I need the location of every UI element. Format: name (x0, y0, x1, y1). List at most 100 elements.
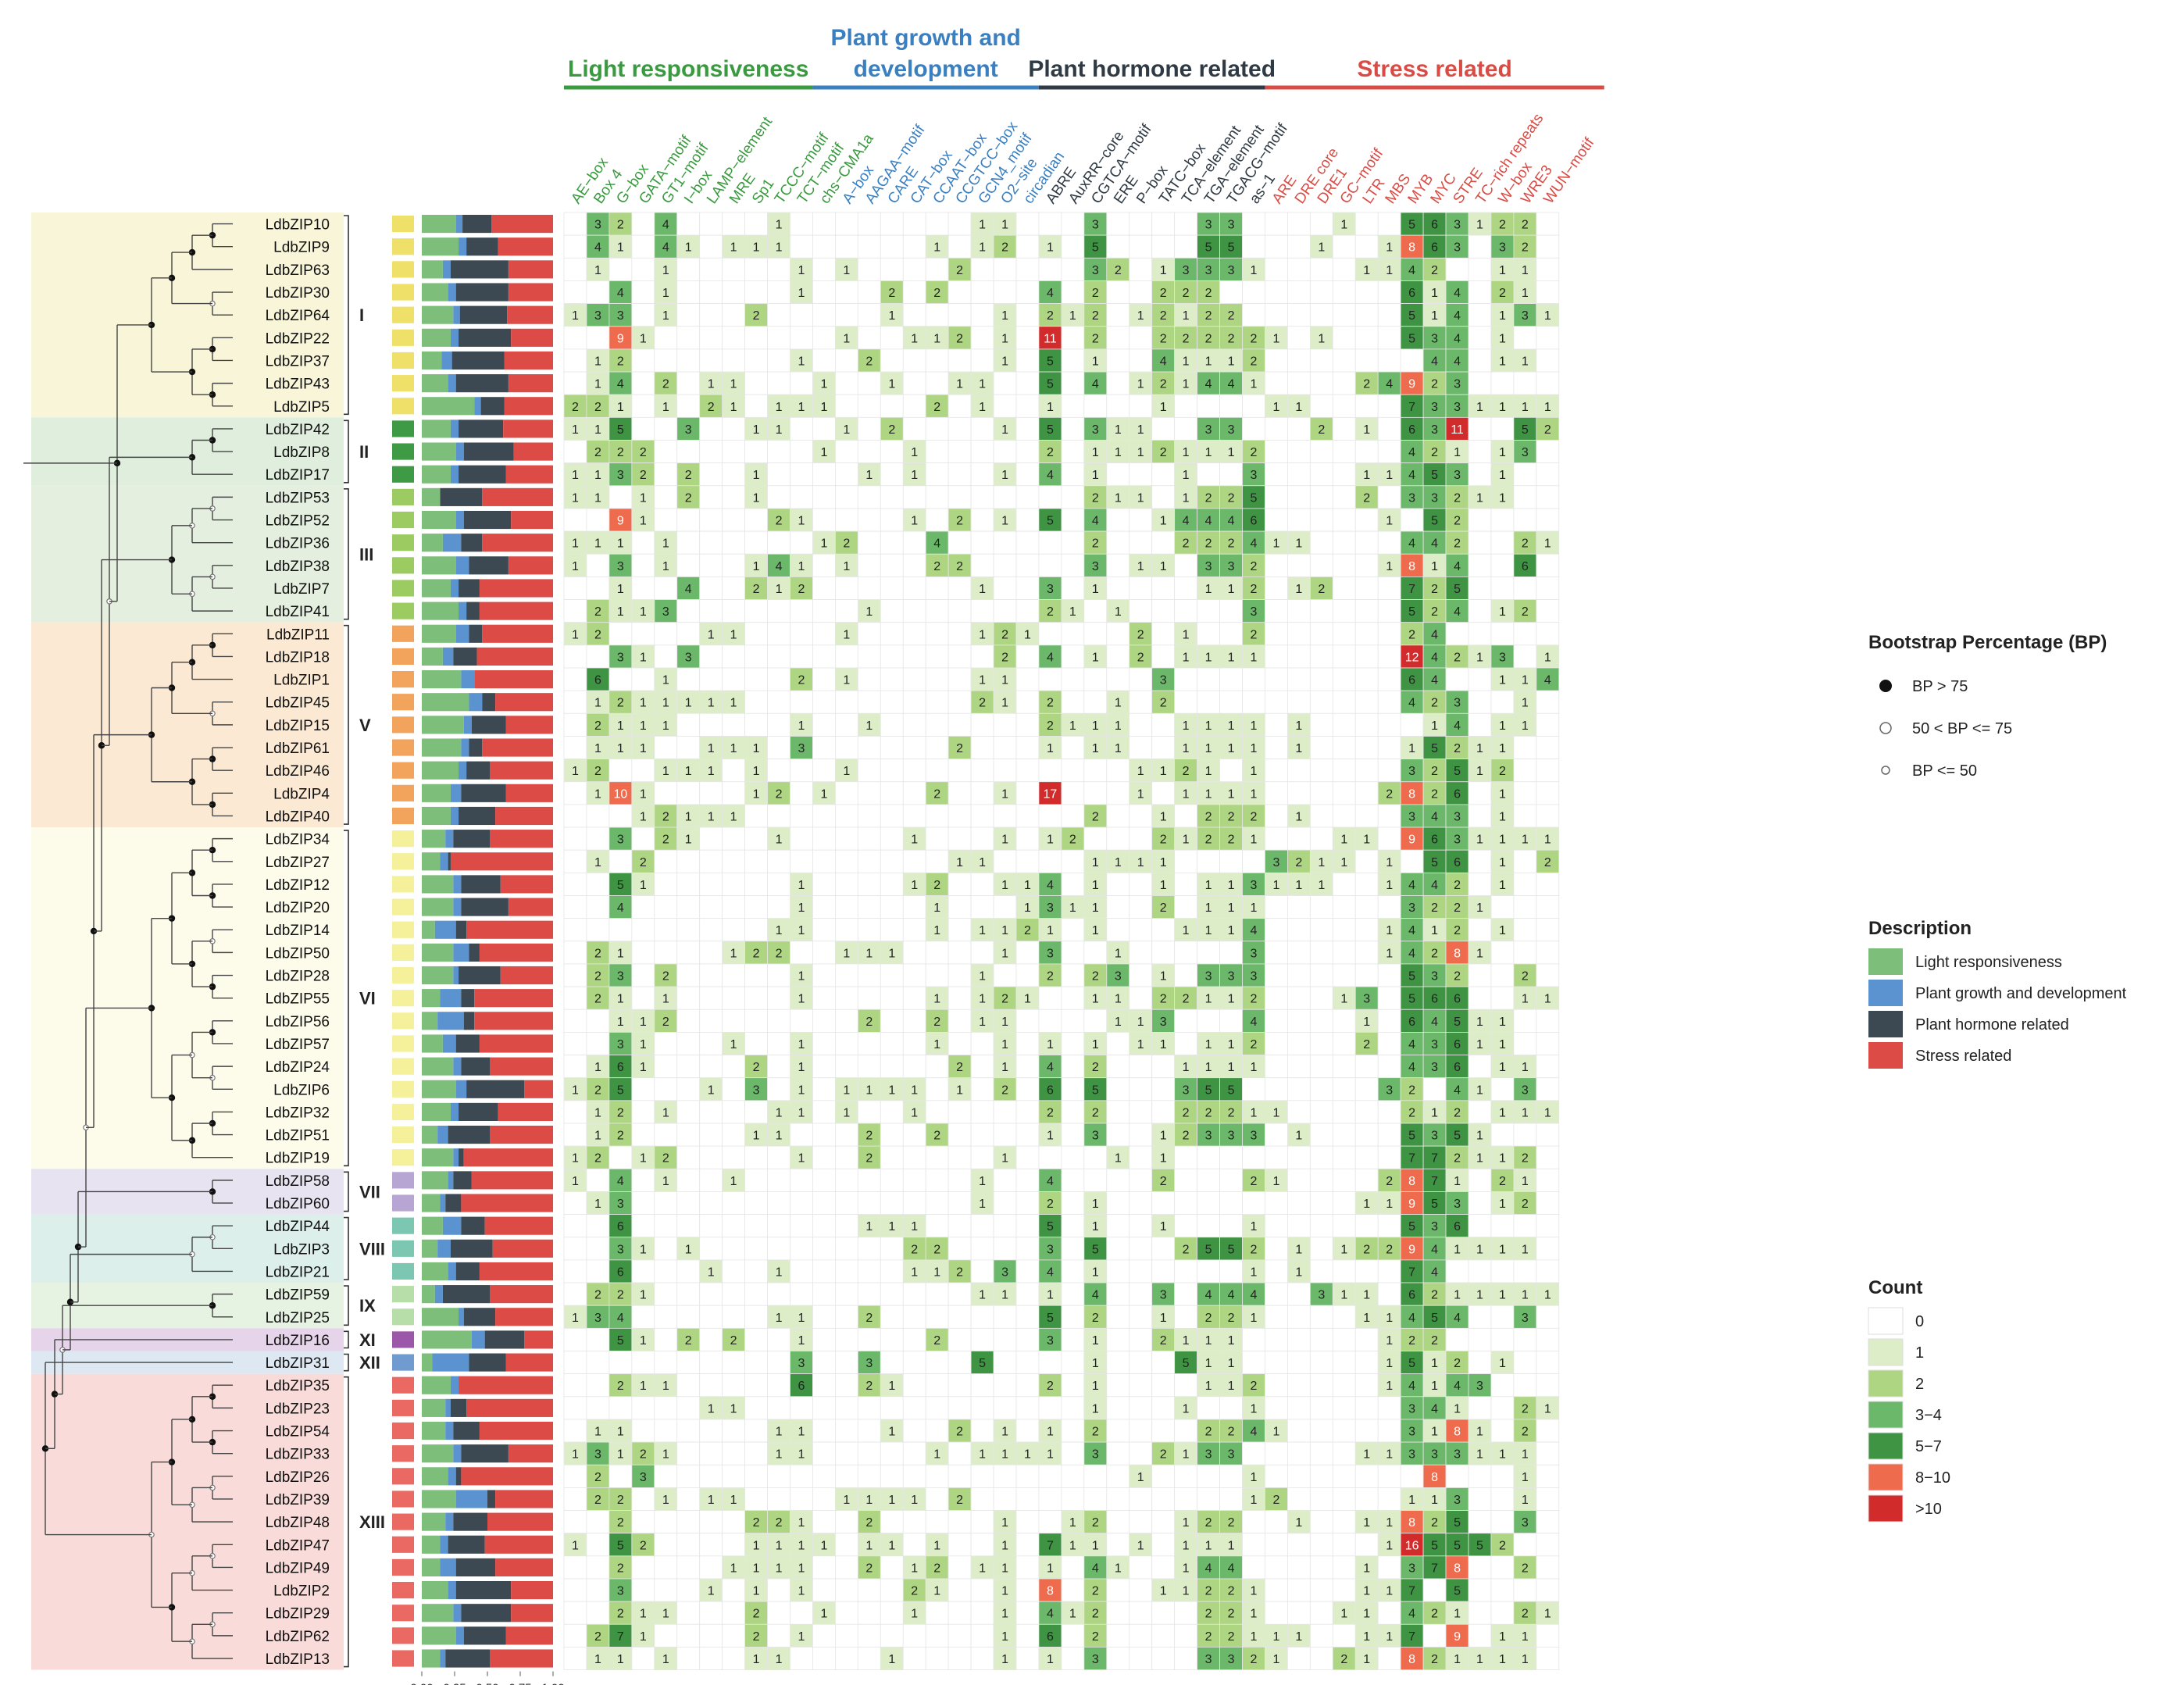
heatmap-cell (767, 485, 790, 509)
group-swatch (392, 1513, 414, 1530)
heatmap-cell (1015, 1237, 1040, 1261)
cell-count-label: 1 (1001, 834, 1008, 847)
cell-count-label: 4 (1251, 1016, 1258, 1029)
cell-count-label: 3 (1160, 1016, 1167, 1029)
heatmap-cell (1309, 804, 1333, 828)
cell-count-label: 1 (1522, 1471, 1529, 1484)
cell-count-label: 4 (1431, 1402, 1438, 1415)
cell-count-label: 5 (1092, 1083, 1099, 1097)
heatmap-cell (767, 622, 790, 646)
cell-count-label: 1 (1272, 879, 1279, 892)
heatmap-cell (1332, 1555, 1356, 1580)
group-swatch (392, 990, 414, 1007)
heatmap-cell (947, 1396, 972, 1420)
heatmap-cell (880, 257, 904, 281)
heatmap-cell (767, 1464, 790, 1488)
cell-count-label: 3 (1251, 970, 1258, 984)
heatmap-cell (1332, 462, 1356, 487)
heatmap-cell (744, 1168, 768, 1192)
cell-count-label: 2 (1251, 355, 1258, 368)
heatmap-cell (947, 986, 972, 1010)
heatmap-cell (1536, 872, 1560, 896)
proportion-bar-segment (461, 738, 469, 757)
heatmap-cell (1197, 1214, 1220, 1238)
heatmap-cell (1332, 644, 1356, 669)
heatmap-cell (947, 462, 972, 487)
cell-count-label: 8 (1047, 1585, 1054, 1598)
heatmap-cell (1219, 212, 1243, 236)
cell-count-label: 2 (1454, 924, 1461, 937)
heatmap-cell (857, 303, 881, 327)
gene-label: LdbZIP24 (266, 1059, 330, 1076)
heatmap-cell (1061, 1032, 1085, 1055)
heatmap-cell (1197, 1396, 1220, 1420)
heatmap-cell (1287, 1032, 1311, 1055)
heatmap-cell (608, 759, 633, 783)
heatmap-cell (1332, 1009, 1356, 1033)
cell-count-label: 2 (1522, 970, 1529, 984)
cell-count-label: 3 (1205, 1448, 1212, 1462)
cell-count-label: 1 (1160, 1312, 1167, 1325)
cell-count-label: 2 (1205, 1312, 1212, 1325)
heatmap-cell (1400, 849, 1424, 873)
cell-count-label: 1 (1522, 719, 1529, 733)
cell-count-label: 1 (776, 1130, 783, 1143)
heatmap-cell (1513, 1578, 1537, 1602)
cell-count-label: 3 (1228, 264, 1235, 277)
cell-count-label: 2 (1092, 287, 1099, 300)
heatmap-cell (1354, 781, 1379, 805)
heatmap-cell (970, 280, 994, 305)
heatmap-cell (631, 530, 655, 555)
cell-count-label: 1 (753, 1130, 760, 1143)
heatmap-cell (631, 280, 655, 305)
heatmap-cell (1309, 1533, 1333, 1557)
heatmap-cell (676, 986, 701, 1010)
cell-count-label: 6 (1431, 993, 1438, 1006)
heatmap-cell (1129, 1555, 1153, 1580)
cell-count-label: 1 (1499, 1357, 1506, 1370)
heatmap-cell (744, 895, 768, 919)
cell-count-label: 1 (708, 378, 715, 391)
heatmap-cell (1377, 1009, 1401, 1033)
cell-count-label: 1 (1544, 993, 1551, 1006)
proportion-bar-segment (422, 328, 451, 347)
cell-count-label: 3 (1047, 583, 1054, 596)
cell-count-label: 4 (1047, 1266, 1054, 1279)
cell-count-label: 1 (798, 401, 805, 414)
cell-count-label: 4 (1205, 378, 1212, 391)
cell-count-label: 2 (1454, 515, 1461, 528)
cell-count-label: 1 (1431, 924, 1438, 937)
cell-count-label: 7 (1408, 1630, 1415, 1644)
heatmap-cell (857, 918, 881, 942)
heatmap-cell (993, 599, 1017, 623)
heatmap-cell (1174, 804, 1198, 828)
proportion-bar-segment (505, 1626, 553, 1645)
cell-count-label: 1 (798, 1426, 805, 1439)
cell-count-label: 1 (1522, 1243, 1529, 1256)
heatmap-cell (1129, 1100, 1153, 1124)
heatmap-cell (699, 826, 723, 851)
heatmap-cell (1219, 1396, 1243, 1420)
heatmap-cell (1174, 553, 1198, 577)
cell-count-label: 2 (1522, 1562, 1529, 1575)
heatmap-cell (1151, 1259, 1176, 1283)
proportion-bar-segment (508, 283, 553, 302)
heatmap-cell (722, 530, 746, 555)
cell-count-label: 1 (1340, 1243, 1347, 1256)
heatmap-cell (857, 1578, 881, 1602)
cell-count-label: 1 (798, 1630, 805, 1644)
heatmap-cell (1287, 280, 1311, 305)
heatmap-cell (1513, 326, 1537, 350)
heatmap-cell (1536, 941, 1560, 965)
heatmap-cell (925, 622, 949, 646)
heatmap-cell (812, 1145, 836, 1169)
heatmap-cell (902, 986, 926, 1010)
cell-count-label: 3 (594, 1448, 601, 1462)
heatmap-cell (1287, 1396, 1311, 1420)
heatmap-cell (1061, 1305, 1085, 1329)
heatmap-cell (1265, 1533, 1288, 1557)
cell-count-label: 1 (1205, 1038, 1212, 1051)
cell-count-label: 1 (1363, 1630, 1370, 1644)
heatmap-cell (722, 1441, 746, 1465)
heatmap-cell (925, 212, 949, 236)
